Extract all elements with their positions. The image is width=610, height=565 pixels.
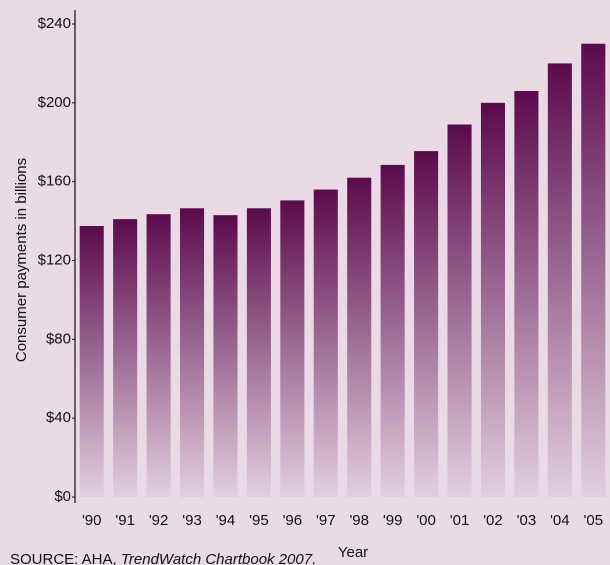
bar xyxy=(313,189,338,498)
bar xyxy=(414,151,439,497)
bar xyxy=(146,214,171,497)
bar xyxy=(447,124,472,497)
bar xyxy=(113,219,138,498)
x-tick-label: '95 xyxy=(249,512,269,529)
x-tick-label: '02 xyxy=(483,512,503,529)
bar xyxy=(380,164,405,497)
x-tick-label: '94 xyxy=(216,512,236,529)
x-tick-label: '99 xyxy=(383,512,403,529)
bar xyxy=(347,177,372,497)
y-tick-label: $160 xyxy=(38,173,71,190)
x-tick-label: '93 xyxy=(182,512,202,529)
bar xyxy=(480,102,506,497)
bar xyxy=(280,200,305,497)
bar xyxy=(514,91,539,497)
source-text: SOURCE: AHA, xyxy=(10,551,121,565)
y-tick-label: $120 xyxy=(38,251,71,268)
y-tick-label: $200 xyxy=(38,94,71,111)
x-tick-label: '98 xyxy=(349,512,369,529)
y-tick-label: $80 xyxy=(46,330,71,347)
x-tick-label: '96 xyxy=(283,512,303,529)
x-tick-label: '03 xyxy=(517,512,537,529)
bar xyxy=(179,208,205,497)
bar xyxy=(79,226,104,497)
x-tick-label: '97 xyxy=(316,512,336,529)
y-tick-label: $240 xyxy=(38,15,71,32)
x-tick-label: '91 xyxy=(115,512,135,529)
bar xyxy=(547,63,572,498)
bar xyxy=(213,215,238,497)
x-tick-label: '92 xyxy=(149,512,169,529)
y-tick-label: $0 xyxy=(54,488,71,505)
x-tick-label: '90 xyxy=(82,512,102,529)
x-tick-label: '00 xyxy=(416,512,436,529)
y-axis-label: Consumer payments in billions xyxy=(13,158,30,362)
x-tick-label: '04 xyxy=(550,512,570,529)
bar xyxy=(246,208,271,497)
y-tick-label: $40 xyxy=(46,409,71,426)
source-title: TrendWatch Chartbook 2007. xyxy=(121,551,316,565)
source: SOURCE: AHA, TrendWatch Chartbook 2007. xyxy=(10,551,316,565)
x-axis-label: Year xyxy=(338,544,368,561)
x-tick-label: '01 xyxy=(450,512,470,529)
bar xyxy=(581,43,606,497)
x-tick-label: '05 xyxy=(584,512,604,529)
